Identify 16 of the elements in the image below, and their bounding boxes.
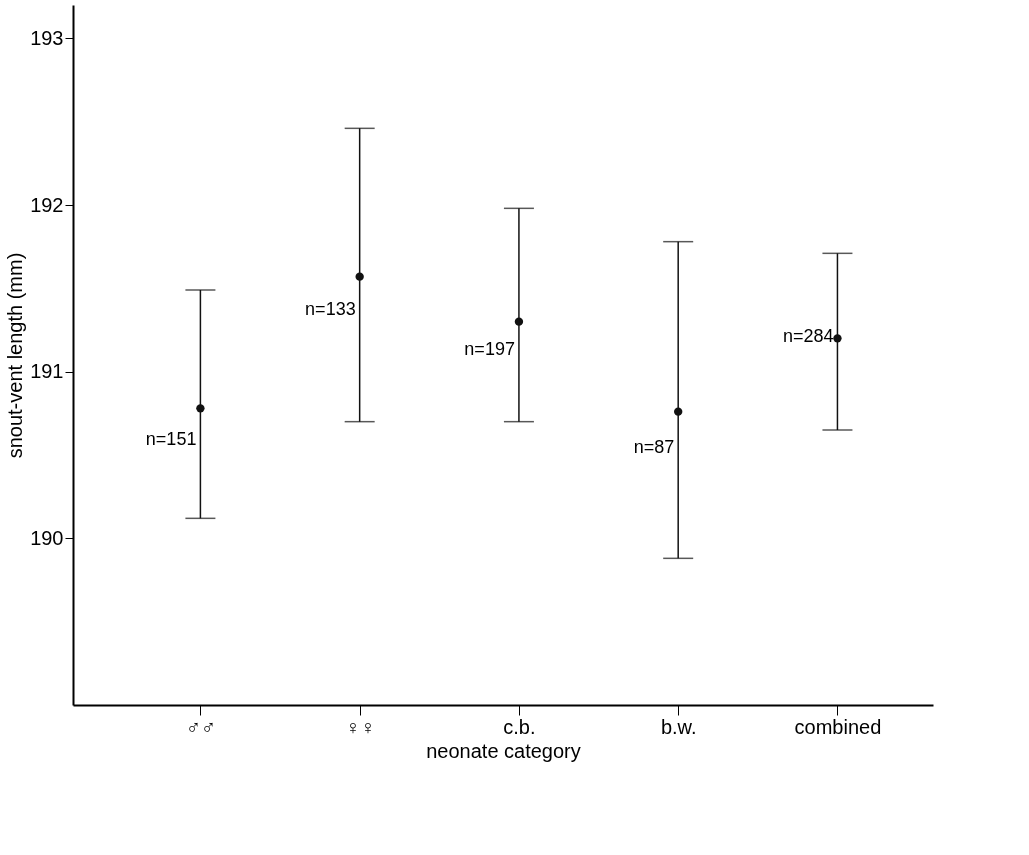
annotation: n=197 — [464, 339, 515, 359]
y-tick-label: 192 — [30, 193, 64, 216]
x-tick-label: b.w. — [660, 715, 697, 738]
y-tick-label: 190 — [30, 526, 64, 549]
annotation: n=151 — [145, 429, 197, 449]
y-tick-label: 193 — [30, 26, 64, 49]
y-tick-label: 191 — [30, 360, 64, 383]
x-tick-label: c.b. — [503, 715, 536, 738]
annotation: n=87 — [633, 437, 675, 458]
x-tick-label: combined — [794, 715, 882, 738]
annotation: n=284 — [782, 325, 834, 346]
y-axis-title: snout-vent length (mm) — [4, 252, 27, 459]
x-tick-label: ♂♂ — [185, 715, 216, 738]
annotation: n=133 — [305, 299, 356, 319]
x-axis-title: neonate category — [426, 739, 581, 762]
x-tick-label: ♀♀ — [345, 715, 376, 738]
